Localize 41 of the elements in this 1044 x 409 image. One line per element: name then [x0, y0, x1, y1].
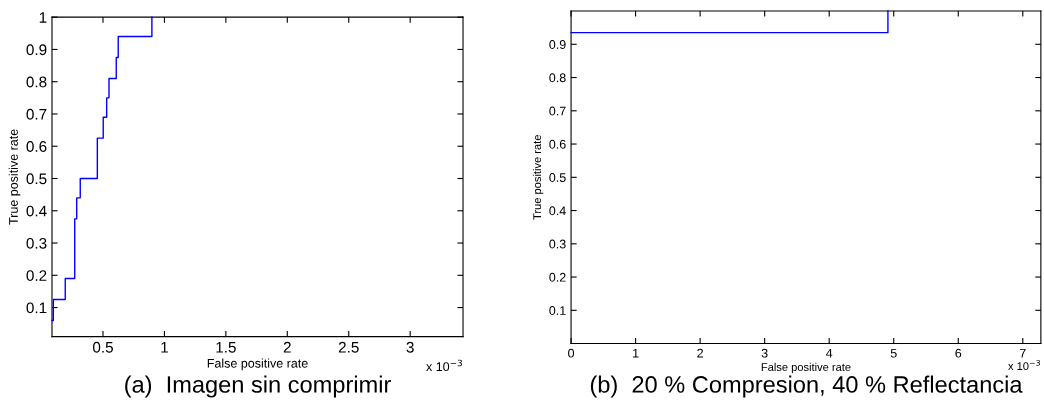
y-tick-label: 0.3: [26, 237, 47, 249]
x-tick-label: 1.5: [216, 342, 236, 353]
x-tick-label: 1: [633, 348, 639, 358]
x-tick-label: 2: [697, 348, 703, 358]
y-tick-label: 0.5: [549, 173, 566, 182]
y-tick-label: 0.6: [549, 139, 566, 149]
x-axis-title: False positive rate: [207, 358, 308, 371]
y-tick-label: 0.5: [26, 173, 47, 185]
x-tick-label: 0: [568, 348, 575, 358]
y-tick-label: 0.8: [549, 73, 566, 83]
y-tick-label: 0.3: [549, 239, 566, 249]
x-tick-label: 5: [890, 348, 897, 358]
y-tick-label: 0.6: [26, 141, 47, 152]
x-tick-label: 1: [161, 342, 168, 353]
y-axis-title: True positive rate: [8, 129, 21, 225]
x-tick-label: 3: [406, 341, 414, 353]
x-tick-label: 0.5: [92, 341, 113, 353]
x-tick-label: 4: [826, 348, 833, 358]
y-tick-label: 0.2: [26, 270, 47, 281]
y-tick-label: 0.9: [26, 44, 47, 56]
y-tick-label: 0.7: [26, 108, 47, 120]
y-tick-label: 0.4: [26, 205, 47, 217]
x-axis-title: False positive rate: [761, 362, 851, 374]
text: (b) 20 % Compresion, 40 % Reflectancia: [590, 375, 1023, 398]
x-tick-label: 2: [283, 341, 291, 353]
y-tick-label: 0.1: [549, 306, 566, 315]
x-tick-label: 2.5: [338, 341, 359, 353]
text: (a) Imagen sin comprimir: [125, 375, 391, 398]
y-tick-label: 0.2: [549, 272, 566, 282]
x-tick-label: 6: [955, 348, 962, 358]
y-tick-label: 0.1: [26, 302, 47, 314]
y-axis-title: True positive rate: [532, 135, 544, 220]
y-tick-label: 0.8: [26, 76, 47, 88]
text: x 10$^{−3}$: [426, 359, 462, 372]
text: x 10$^{−3}$: [1008, 359, 1040, 371]
y-tick-label: 0.4: [549, 206, 566, 216]
y-tick-label: 1: [39, 12, 47, 23]
y-tick-label: 0.9: [549, 40, 566, 49]
x-tick-label: 3: [761, 348, 768, 358]
x-tick-label: 7: [1019, 348, 1026, 358]
y-tick-label: 0.7: [549, 106, 566, 116]
